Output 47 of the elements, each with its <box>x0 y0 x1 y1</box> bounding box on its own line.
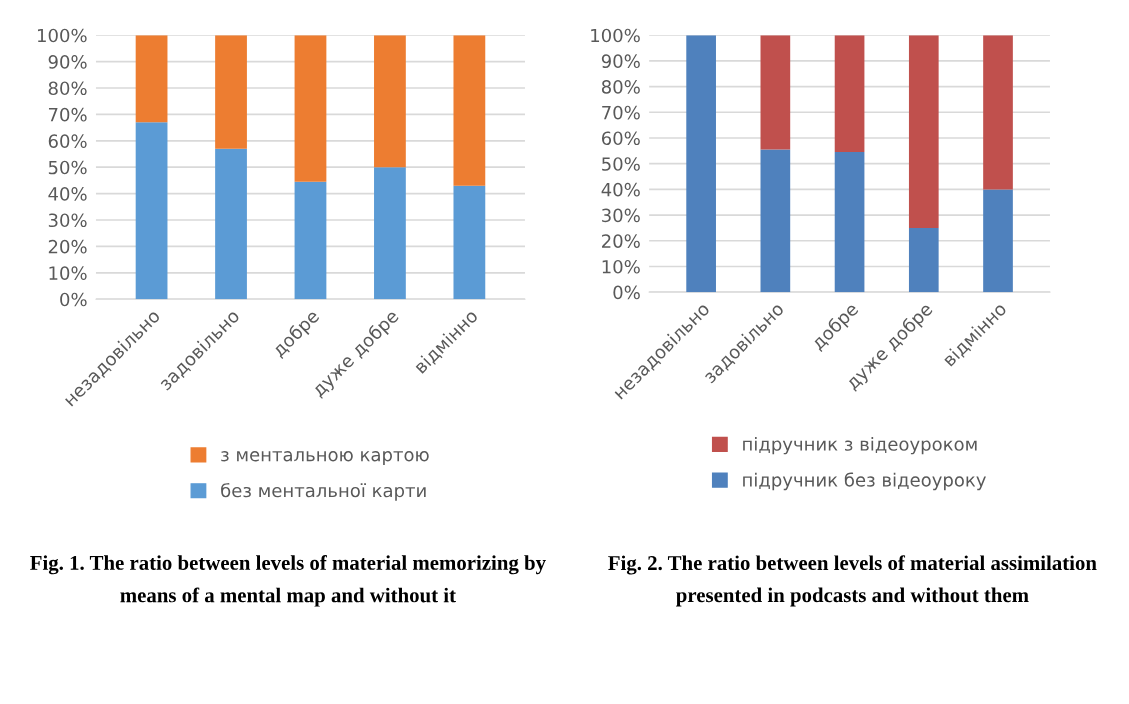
bar <box>983 189 1013 293</box>
y-tick-label: 10% <box>49 266 87 280</box>
bar <box>834 152 865 293</box>
y-tick-label: 20% <box>48 239 87 254</box>
y-tick-label: 60% <box>601 131 640 146</box>
bar <box>908 227 939 293</box>
bar <box>294 181 327 300</box>
y-tick-label: 40% <box>48 187 87 201</box>
bar <box>374 167 406 300</box>
y-tick-label: 10% <box>602 259 640 274</box>
y-tick-label: 90% <box>48 55 87 69</box>
legend-label: підручник з відеоуроком <box>743 436 977 455</box>
bar <box>686 35 716 293</box>
legend-label: підручник без відеоуроку <box>743 472 986 491</box>
y-tick-label: 50% <box>602 157 640 171</box>
y-tick-label: 70% <box>602 105 640 120</box>
bar <box>135 122 168 300</box>
bar <box>453 185 486 300</box>
y-tick-label: 30% <box>602 208 640 223</box>
y-tick-label: 0% <box>613 285 640 300</box>
y-tick-label: 100% <box>591 28 640 43</box>
legend-label: з ментальною картою <box>221 451 429 465</box>
y-tick-label: 80% <box>48 81 87 96</box>
bar <box>983 35 1013 190</box>
bar <box>374 35 406 168</box>
bar <box>135 35 168 123</box>
bar <box>294 35 327 182</box>
bar <box>760 35 791 150</box>
y-tick-label: 30% <box>48 213 87 228</box>
caption: Fig. 1. The ratio between levels of material memorizing by means of a mental map and without it <box>30 555 546 607</box>
y-tick-label: 40% <box>601 182 640 197</box>
bar <box>215 35 247 149</box>
y-tick-label: 60% <box>48 134 87 148</box>
y-tick-label: 90% <box>601 54 640 69</box>
bar <box>760 149 791 293</box>
y-tick-label: 80% <box>601 80 640 94</box>
y-tick-label: 50% <box>48 160 87 175</box>
bar <box>453 35 486 186</box>
bar <box>215 148 247 300</box>
y-tick-label: 70% <box>48 107 87 122</box>
caption: Fig. 2. The ratio between levels of material assimilation presented in podcasts and without them <box>608 555 1097 607</box>
y-tick-label: 20% <box>602 234 640 248</box>
bar <box>908 35 939 228</box>
bar <box>834 35 865 153</box>
y-tick-label: 0% <box>60 292 87 307</box>
legend-label: без ментальної карти <box>221 482 426 501</box>
y-tick-label: 100% <box>38 28 87 43</box>
